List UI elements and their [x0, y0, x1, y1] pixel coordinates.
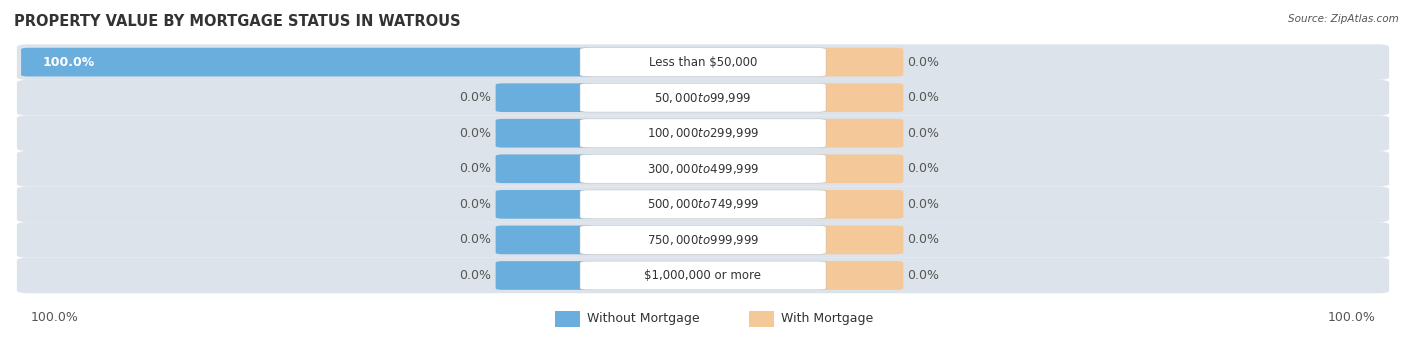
- Text: 0.0%: 0.0%: [460, 162, 492, 175]
- Text: Source: ZipAtlas.com: Source: ZipAtlas.com: [1288, 14, 1399, 24]
- FancyBboxPatch shape: [495, 83, 593, 112]
- FancyBboxPatch shape: [813, 119, 904, 148]
- Text: $100,000 to $299,999: $100,000 to $299,999: [647, 126, 759, 140]
- Text: 0.0%: 0.0%: [460, 198, 492, 211]
- Text: 0.0%: 0.0%: [908, 269, 939, 282]
- FancyBboxPatch shape: [749, 311, 775, 327]
- FancyBboxPatch shape: [17, 44, 1389, 80]
- Text: 0.0%: 0.0%: [908, 127, 939, 140]
- Text: PROPERTY VALUE BY MORTGAGE STATUS IN WATROUS: PROPERTY VALUE BY MORTGAGE STATUS IN WAT…: [14, 14, 461, 29]
- FancyBboxPatch shape: [495, 261, 593, 290]
- FancyBboxPatch shape: [581, 190, 827, 219]
- FancyBboxPatch shape: [495, 190, 593, 219]
- FancyBboxPatch shape: [495, 225, 593, 254]
- Text: $500,000 to $749,999: $500,000 to $749,999: [647, 197, 759, 211]
- FancyBboxPatch shape: [17, 222, 1389, 258]
- FancyBboxPatch shape: [581, 154, 827, 183]
- FancyBboxPatch shape: [17, 187, 1389, 222]
- Text: 0.0%: 0.0%: [460, 91, 492, 104]
- FancyBboxPatch shape: [813, 83, 904, 112]
- FancyBboxPatch shape: [813, 48, 904, 76]
- Text: With Mortgage: With Mortgage: [782, 312, 873, 325]
- Text: 0.0%: 0.0%: [908, 234, 939, 247]
- FancyBboxPatch shape: [813, 154, 904, 183]
- FancyBboxPatch shape: [581, 48, 827, 76]
- Text: 0.0%: 0.0%: [460, 234, 492, 247]
- FancyBboxPatch shape: [813, 190, 904, 219]
- FancyBboxPatch shape: [17, 80, 1389, 116]
- FancyBboxPatch shape: [554, 311, 581, 327]
- Text: $50,000 to $99,999: $50,000 to $99,999: [654, 91, 752, 105]
- FancyBboxPatch shape: [495, 154, 593, 183]
- Text: 0.0%: 0.0%: [908, 56, 939, 69]
- FancyBboxPatch shape: [581, 83, 827, 112]
- Text: 100.0%: 100.0%: [1327, 311, 1375, 324]
- Text: $750,000 to $999,999: $750,000 to $999,999: [647, 233, 759, 247]
- Text: $300,000 to $499,999: $300,000 to $499,999: [647, 162, 759, 176]
- Text: Without Mortgage: Without Mortgage: [588, 312, 700, 325]
- Text: 0.0%: 0.0%: [908, 162, 939, 175]
- Text: 0.0%: 0.0%: [908, 198, 939, 211]
- Text: $1,000,000 or more: $1,000,000 or more: [644, 269, 762, 282]
- FancyBboxPatch shape: [17, 151, 1389, 187]
- FancyBboxPatch shape: [581, 261, 827, 290]
- FancyBboxPatch shape: [581, 119, 827, 148]
- Text: 0.0%: 0.0%: [460, 127, 492, 140]
- FancyBboxPatch shape: [17, 116, 1389, 151]
- Text: Less than $50,000: Less than $50,000: [648, 56, 758, 69]
- Text: 100.0%: 100.0%: [42, 56, 94, 69]
- FancyBboxPatch shape: [17, 258, 1389, 293]
- Text: 0.0%: 0.0%: [908, 91, 939, 104]
- Text: 100.0%: 100.0%: [31, 311, 79, 324]
- FancyBboxPatch shape: [581, 225, 827, 254]
- FancyBboxPatch shape: [813, 261, 904, 290]
- FancyBboxPatch shape: [495, 119, 593, 148]
- FancyBboxPatch shape: [813, 225, 904, 254]
- Text: 0.0%: 0.0%: [460, 269, 492, 282]
- FancyBboxPatch shape: [21, 48, 593, 76]
